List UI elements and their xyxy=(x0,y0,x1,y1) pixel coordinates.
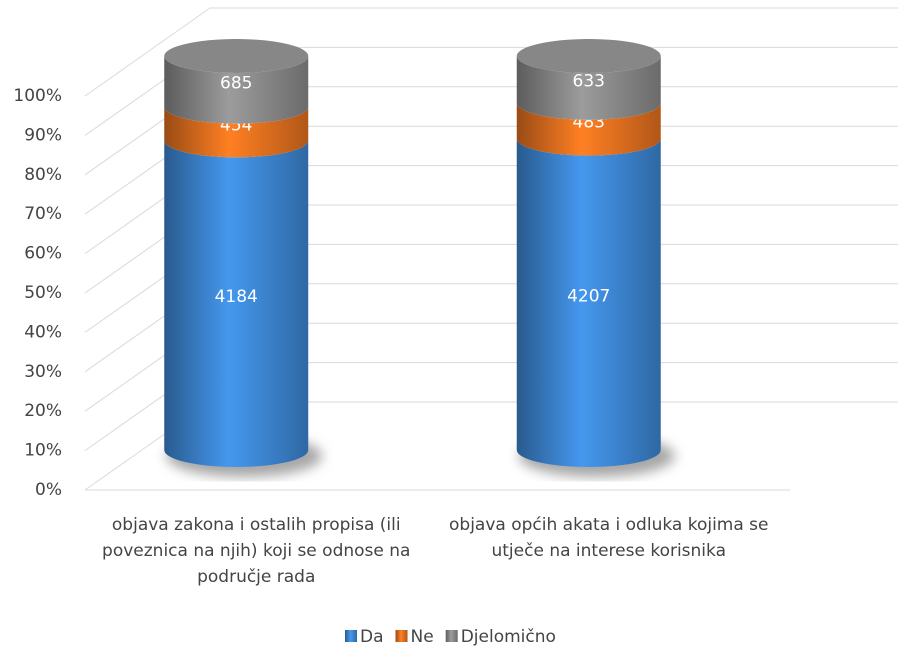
legend-label: Da xyxy=(360,627,384,647)
cylinder-segment xyxy=(516,138,661,467)
legend-swatch xyxy=(395,630,408,642)
data-label: 4184 xyxy=(215,287,258,307)
y-tick-label: 40% xyxy=(24,322,62,342)
data-label: 685 xyxy=(220,73,252,93)
cylinder-top xyxy=(164,39,309,73)
x-tick-label: objava zakona i ostalih propisa (ili pov… xyxy=(102,515,411,587)
x-tick-label: objava općih akata i odluka kojima se ut… xyxy=(449,515,769,561)
legend-label: Djelomično xyxy=(461,627,556,647)
legend-swatch xyxy=(445,630,458,642)
y-tick-label: 0% xyxy=(35,480,62,500)
cylinder-segment xyxy=(164,106,309,158)
legend-label: Ne xyxy=(411,627,434,647)
cylinder-segment xyxy=(516,102,661,156)
y-tick-label: 60% xyxy=(24,244,62,264)
y-tick-label: 70% xyxy=(24,204,62,224)
data-label: 4207 xyxy=(567,286,610,306)
legend-swatch xyxy=(345,630,357,642)
cylinder-segment xyxy=(164,56,309,124)
y-tick-label: 20% xyxy=(24,401,62,421)
y-tick-label: 80% xyxy=(24,165,62,185)
cylinder-segment xyxy=(516,56,661,120)
y-tick-label: 100% xyxy=(13,86,62,106)
y-tick-label: 10% xyxy=(24,441,62,461)
cylinder-segment xyxy=(164,140,309,467)
cylinder-top xyxy=(516,39,661,73)
y-tick-label: 90% xyxy=(24,125,62,145)
y-tick-label: 50% xyxy=(24,283,62,303)
y-tick-label: 30% xyxy=(24,362,62,382)
grid-line xyxy=(84,7,211,97)
data-label: 633 xyxy=(573,71,605,91)
